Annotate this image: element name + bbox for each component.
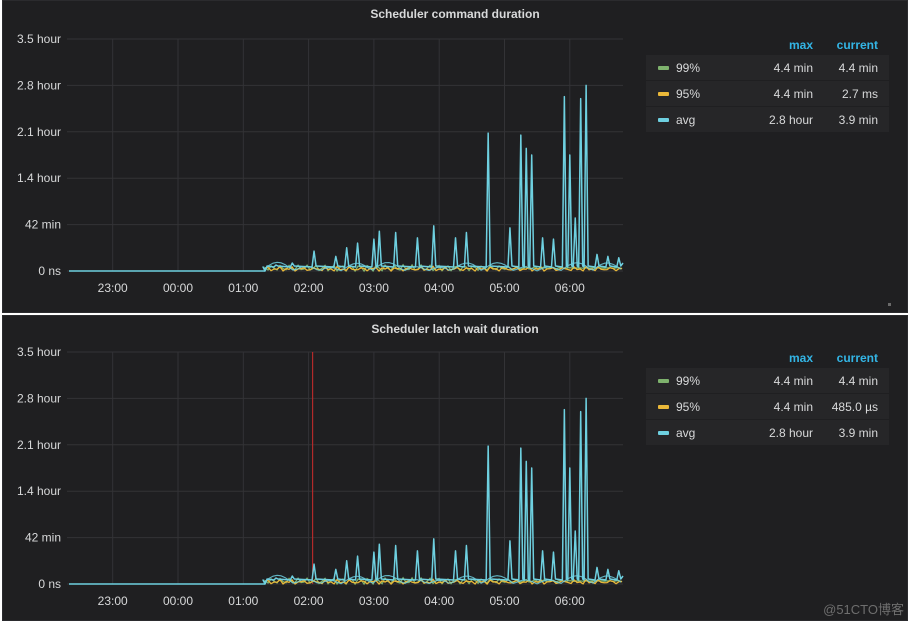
legend-max-value: 4.4 min (773, 87, 813, 101)
x-tick-label: 05:00 (489, 594, 519, 608)
x-tick-label: 23:00 (98, 594, 128, 608)
y-tick-label: 0 ns (38, 264, 61, 278)
legend-header: max current (646, 348, 889, 368)
legend-item-99[interactable]: 99% 4.4 min 4.4 min (646, 55, 889, 80)
legend: max current 99% 4.4 min 4.4 min 95% 4.4 … (646, 35, 889, 133)
y-tick-label: 2.8 hour (17, 78, 61, 92)
legend-current-value: 3.9 min (838, 113, 878, 127)
y-tick-label: 42 min (25, 531, 61, 545)
series-avg-noise (264, 261, 622, 272)
x-tick-label: 02:00 (294, 594, 324, 608)
legend-max-value: 2.8 hour (768, 113, 813, 127)
panel-title[interactable]: Scheduler command duration (370, 7, 540, 21)
y-tick-label: 3.5 hour (17, 345, 61, 359)
legend-current-value: 485.0 µs (831, 400, 878, 414)
series-color-swatch[interactable] (658, 405, 669, 409)
legend-item-99[interactable]: 99% 4.4 min 4.4 min (646, 368, 889, 393)
legend-label[interactable]: 95% (676, 400, 701, 414)
x-tick-label: 03:00 (359, 281, 389, 295)
legend-max-value: 4.4 min (773, 61, 813, 75)
legend-item-avg[interactable]: avg 2.8 hour 3.9 min (646, 107, 889, 132)
legend-current-value: 2.7 ms (841, 87, 878, 101)
y-tick-label: 3.5 hour (17, 32, 61, 46)
legend-item-95[interactable]: 95% 4.4 min 2.7 ms (646, 81, 889, 106)
y-tick-label: 1.4 hour (17, 484, 61, 498)
x-tick-label: 00:00 (163, 594, 193, 608)
legend: max current 99% 4.4 min 4.4 min 95% 4.4 … (646, 348, 889, 446)
x-tick-label: 04:00 (424, 281, 454, 295)
y-tick-label: 2.1 hour (17, 438, 61, 452)
graph-latch-wait-duration[interactable]: 0 ns 42 min 1.4 hour 2.1 hour 2.8 hour 3.5 ho… (3, 316, 643, 616)
series-color-swatch[interactable] (658, 431, 669, 435)
x-tick-label: 06:00 (555, 281, 585, 295)
legend-label[interactable]: avg (676, 426, 696, 440)
series-avg-line[interactable] (262, 84, 624, 272)
y-tick-label: 1.4 hour (17, 171, 61, 185)
legend-item-95[interactable]: 95% 4.4 min 485.0 µs (646, 394, 889, 419)
legend-header-max[interactable]: max (788, 38, 813, 52)
x-tick-label: 06:00 (555, 594, 585, 608)
graph-command-duration[interactable]: 0 ns 42 min 1.4 hour 2.1 hour 2.8 hour 3.5 ho… (3, 1, 643, 301)
series-color-swatch[interactable] (658, 92, 669, 96)
series-avg-line[interactable] (262, 397, 624, 585)
x-tick-label: 00:00 (163, 281, 193, 295)
legend-header: max current (646, 35, 889, 55)
legend-label[interactable]: 99% (676, 61, 701, 75)
series-color-swatch[interactable] (658, 66, 669, 70)
y-tick-label: 0 ns (38, 577, 61, 591)
x-tick-label: 04:00 (424, 594, 454, 608)
legend-header-current[interactable]: current (836, 38, 878, 52)
series-95-line[interactable] (264, 578, 623, 585)
x-tick-label: 23:00 (98, 281, 128, 295)
panel-scheduler-command-duration[interactable]: Scheduler command duration 0 ns 42 min 1.4… (2, 0, 908, 313)
legend-label[interactable]: 99% (676, 374, 701, 388)
y-tick-label: 2.1 hour (17, 125, 61, 139)
x-tick-label: 02:00 (294, 281, 324, 295)
legend-label[interactable]: avg (676, 113, 696, 127)
x-tick-label: 03:00 (359, 594, 389, 608)
y-tick-label: 2.8 hour (17, 391, 61, 405)
legend-header-current[interactable]: current (836, 351, 878, 365)
series-95-line[interactable] (264, 265, 623, 272)
x-tick-label: 01:00 (228, 281, 258, 295)
series-avg-noise (264, 574, 622, 585)
y-tick-label: 42 min (25, 218, 61, 232)
x-tick-label: 01:00 (228, 594, 258, 608)
panel-scheduler-latch-wait-duration[interactable]: Scheduler latch wait duration 0 ns 42 min… (2, 315, 908, 621)
watermark: @51CTO博客 (823, 602, 904, 617)
series-color-swatch[interactable] (658, 379, 669, 383)
x-tick-label: 05:00 (489, 281, 519, 295)
panel-title[interactable]: Scheduler latch wait duration (371, 322, 539, 336)
legend-max-value: 4.4 min (773, 400, 813, 414)
series-color-swatch[interactable] (658, 118, 669, 122)
legend-current-value: 3.9 min (838, 426, 878, 440)
legend-max-value: 4.4 min (773, 374, 813, 388)
legend-current-value: 4.4 min (838, 61, 878, 75)
panel-resize-handle[interactable] (888, 303, 891, 306)
legend-item-avg[interactable]: avg 2.8 hour 3.9 min (646, 420, 889, 445)
legend-current-value: 4.4 min (838, 374, 878, 388)
legend-header-max[interactable]: max (788, 351, 813, 365)
legend-label[interactable]: 95% (676, 87, 701, 101)
legend-max-value: 2.8 hour (768, 426, 813, 440)
